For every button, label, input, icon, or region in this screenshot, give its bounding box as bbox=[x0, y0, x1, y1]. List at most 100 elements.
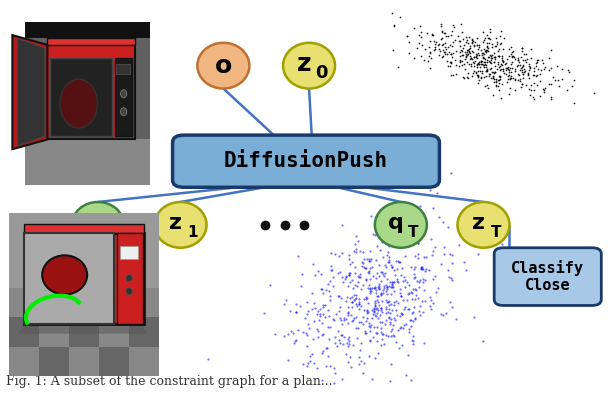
Point bbox=[393, 258, 403, 264]
Point bbox=[472, 62, 482, 68]
Point bbox=[334, 293, 343, 299]
Point bbox=[479, 50, 488, 56]
Point bbox=[545, 55, 554, 61]
Point bbox=[468, 59, 477, 66]
Bar bbox=[9, 317, 39, 347]
Point bbox=[373, 293, 382, 299]
Point bbox=[419, 228, 428, 235]
Point bbox=[465, 50, 475, 57]
Point bbox=[480, 56, 490, 62]
Point bbox=[286, 328, 296, 334]
Point bbox=[494, 63, 504, 70]
Point bbox=[485, 52, 495, 58]
Point bbox=[499, 35, 509, 41]
Point bbox=[374, 273, 384, 279]
Point bbox=[482, 43, 492, 50]
Point bbox=[391, 306, 401, 313]
Point bbox=[323, 281, 333, 287]
Point bbox=[282, 297, 291, 303]
Point bbox=[469, 43, 479, 50]
Point bbox=[317, 377, 327, 383]
Point bbox=[453, 33, 463, 40]
Ellipse shape bbox=[458, 202, 509, 248]
Point bbox=[386, 291, 395, 297]
Point bbox=[328, 283, 338, 289]
Point bbox=[447, 170, 457, 176]
Point bbox=[315, 311, 325, 318]
Point bbox=[362, 300, 372, 306]
Point bbox=[447, 252, 457, 258]
Point bbox=[517, 54, 526, 60]
Point bbox=[436, 36, 446, 42]
Point bbox=[489, 59, 499, 66]
Point bbox=[405, 306, 414, 312]
Ellipse shape bbox=[154, 202, 206, 248]
Point bbox=[361, 277, 371, 283]
Point bbox=[405, 39, 414, 45]
Point bbox=[504, 69, 514, 76]
Point bbox=[532, 72, 542, 78]
Point bbox=[392, 312, 402, 318]
Point bbox=[286, 308, 296, 314]
Point bbox=[411, 287, 420, 294]
Point bbox=[502, 64, 512, 70]
Point bbox=[466, 45, 476, 51]
Point bbox=[373, 299, 383, 305]
Point bbox=[316, 271, 326, 277]
Point bbox=[540, 85, 550, 91]
Point bbox=[489, 70, 499, 76]
Point bbox=[501, 59, 510, 66]
Point bbox=[334, 328, 343, 335]
Point bbox=[358, 281, 368, 288]
Point bbox=[371, 306, 381, 312]
Bar bbox=[69, 288, 99, 317]
Point bbox=[374, 285, 384, 291]
Point bbox=[482, 59, 492, 65]
Point bbox=[513, 70, 523, 77]
Point bbox=[461, 34, 471, 41]
Point bbox=[362, 314, 372, 321]
Point bbox=[506, 68, 515, 75]
Point bbox=[343, 312, 353, 318]
Point bbox=[396, 271, 406, 278]
Point bbox=[427, 32, 437, 38]
Point bbox=[498, 58, 507, 64]
Point bbox=[427, 252, 437, 259]
Point bbox=[349, 282, 359, 289]
Point bbox=[418, 309, 428, 315]
Point bbox=[359, 259, 368, 266]
Polygon shape bbox=[24, 224, 144, 232]
Point bbox=[513, 77, 523, 84]
Point bbox=[359, 256, 369, 262]
Point bbox=[388, 279, 398, 285]
Point bbox=[567, 83, 577, 90]
Point bbox=[483, 85, 493, 92]
Point bbox=[416, 22, 425, 29]
Point bbox=[378, 269, 387, 275]
Point bbox=[361, 296, 371, 302]
Point bbox=[265, 282, 275, 289]
Point bbox=[394, 345, 404, 351]
Point bbox=[480, 59, 490, 65]
Point bbox=[383, 249, 393, 256]
Point bbox=[529, 80, 539, 86]
Point bbox=[459, 42, 469, 48]
Text: Fig. 1: A subset of the constraint graph for a plan...: Fig. 1: A subset of the constraint graph… bbox=[6, 375, 332, 388]
Point bbox=[521, 51, 531, 57]
Text: q: q bbox=[85, 213, 101, 233]
Point bbox=[318, 285, 327, 292]
Point bbox=[357, 263, 367, 269]
Point bbox=[305, 358, 315, 364]
Point bbox=[508, 48, 518, 54]
Point bbox=[367, 307, 377, 313]
Point bbox=[510, 68, 520, 74]
Point bbox=[459, 259, 469, 265]
Point bbox=[496, 95, 506, 101]
Point bbox=[317, 332, 327, 338]
Point bbox=[410, 286, 420, 293]
Bar bbox=[99, 288, 129, 317]
Point bbox=[495, 41, 505, 47]
Point bbox=[288, 330, 297, 336]
Point bbox=[474, 74, 483, 80]
Point bbox=[518, 63, 528, 70]
